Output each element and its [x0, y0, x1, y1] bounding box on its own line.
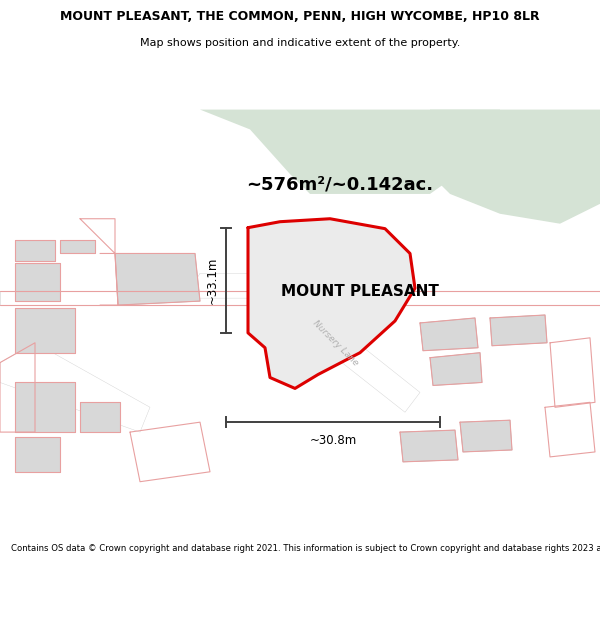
Polygon shape [248, 219, 415, 388]
Text: Contains OS data © Crown copyright and database right 2021. This information is : Contains OS data © Crown copyright and d… [11, 544, 600, 552]
Text: Nursery Lane: Nursery Lane [311, 318, 359, 368]
Polygon shape [490, 315, 547, 346]
Polygon shape [430, 352, 482, 386]
Polygon shape [15, 437, 60, 472]
Polygon shape [15, 263, 60, 301]
Text: MOUNT PLEASANT, THE COMMON, PENN, HIGH WYCOMBE, HP10 8LR: MOUNT PLEASANT, THE COMMON, PENN, HIGH W… [60, 10, 540, 23]
Text: ~30.8m: ~30.8m [310, 434, 356, 446]
Polygon shape [115, 254, 200, 305]
Text: Map shows position and indicative extent of the property.: Map shows position and indicative extent… [140, 38, 460, 48]
Polygon shape [60, 239, 95, 254]
Polygon shape [400, 430, 458, 462]
Polygon shape [200, 109, 500, 194]
Polygon shape [15, 382, 75, 432]
Polygon shape [15, 308, 75, 352]
Polygon shape [0, 291, 600, 305]
Polygon shape [185, 273, 420, 412]
Text: ~576m²/~0.142ac.: ~576m²/~0.142ac. [247, 175, 434, 193]
Polygon shape [80, 402, 120, 432]
Polygon shape [0, 342, 150, 432]
Polygon shape [430, 109, 600, 224]
Text: MOUNT PLEASANT: MOUNT PLEASANT [281, 284, 439, 299]
Polygon shape [420, 318, 478, 351]
Text: ~33.1m: ~33.1m [205, 257, 218, 304]
Polygon shape [460, 420, 512, 452]
Polygon shape [15, 239, 55, 261]
